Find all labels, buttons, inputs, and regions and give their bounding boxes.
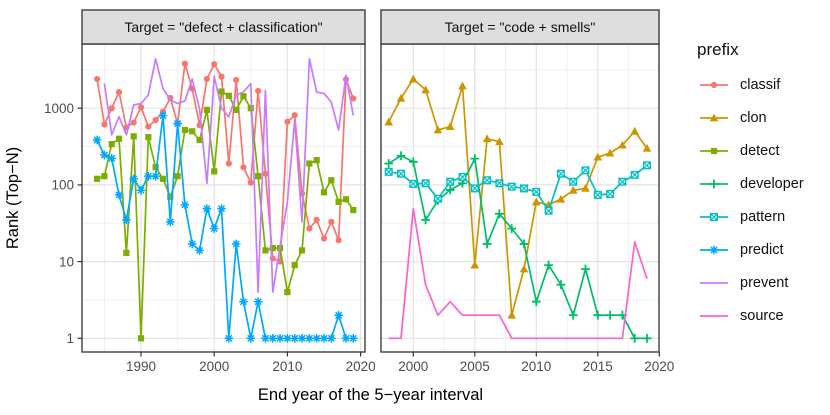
x-tick-label: 1990 <box>126 359 156 374</box>
x-tick-label: 2010 <box>272 359 302 374</box>
legend-key-square-x-icon <box>700 212 728 221</box>
series-developer-line <box>388 154 647 340</box>
legend-key-plus-icon <box>700 179 728 188</box>
legend-item-predict: predict <box>697 233 829 266</box>
x-tick-label: 2005 <box>460 359 490 374</box>
legend-label: predict <box>740 241 784 258</box>
x-tick-label: 2020 <box>346 359 376 374</box>
series-clon-markers <box>384 74 652 319</box>
legend-item-prevent: prevent <box>697 266 829 299</box>
series-source-line <box>388 207 648 340</box>
x-tick-label: 2010 <box>521 359 551 374</box>
legend-entries: classif clon detect developer pattern predict… <box>697 68 829 332</box>
series-clon-line <box>387 78 648 317</box>
legend-key-none-icon <box>700 281 728 284</box>
panel-right: 2000 2005 2010 2015 2020 <box>380 9 674 374</box>
legend-label: prevent <box>740 274 789 291</box>
legend-label: source <box>740 307 784 324</box>
facet-strip-box <box>380 9 660 45</box>
y-tick-label: 100 <box>51 178 74 193</box>
facet-strip-box <box>81 9 366 45</box>
y-tick-label: 1 <box>66 331 74 346</box>
facet-strip-right: Target = "code + smells" <box>444 19 596 35</box>
legend-title: prefix <box>697 40 739 59</box>
series-predict-markers <box>92 111 358 343</box>
legend-label: classif <box>740 76 781 93</box>
series-developer-markers <box>384 151 652 343</box>
legend-label: detect <box>740 142 780 159</box>
legend-key-asterisk-icon <box>700 245 728 254</box>
y-tick-label: 1000 <box>44 101 74 116</box>
series-detect-markers <box>93 88 357 342</box>
facet-strip-left: Target = "defect + classification" <box>124 19 323 35</box>
legend-item-pattern: pattern <box>697 200 829 233</box>
legend-item-classif: classif <box>697 68 829 101</box>
legend-item-source: source <box>697 299 829 332</box>
x-tick-label: 2000 <box>398 359 428 374</box>
series-prevent-line <box>103 57 355 293</box>
y-axis-title: Rank (Top−N) <box>4 146 22 250</box>
x-tick-label: 2015 <box>583 359 613 374</box>
legend-key-square-icon <box>700 147 728 154</box>
legend-key-circle-icon <box>700 81 728 88</box>
series-pattern-markers <box>384 161 652 215</box>
series-pattern-line <box>388 164 648 212</box>
legend-label: clon <box>740 109 767 126</box>
legend-label: pattern <box>740 208 786 225</box>
legend-label: developer <box>740 175 804 192</box>
legend-key-triangle-icon <box>700 113 728 121</box>
legend-key-none-icon <box>700 314 728 317</box>
x-axis-title: End year of the 5−year interval <box>257 386 484 404</box>
legend-item-detect: detect <box>697 134 829 167</box>
y-tick-label: 10 <box>59 254 74 269</box>
x-tick-label: 2000 <box>199 359 229 374</box>
legend: prefix classif clon detect developer pattern… <box>697 40 829 332</box>
x-tick-label: 2020 <box>644 359 674 374</box>
legend-item-clon: clon <box>697 101 829 134</box>
legend-item-developer: developer <box>697 167 829 200</box>
panel-left: 1990 2000 2010 2020 <box>81 9 376 374</box>
